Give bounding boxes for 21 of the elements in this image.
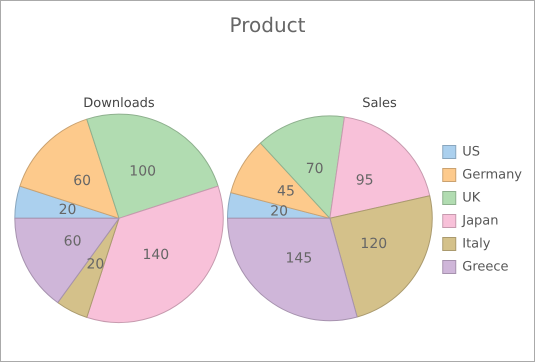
legend-label: Greece [462,259,509,274]
slice-label: Sales [362,96,398,112]
legend-label: Japan [461,213,499,228]
data-label: 45 [277,184,295,200]
data-label: 70 [306,161,324,178]
data-label: 60 [73,173,92,190]
data-label: 20 [86,256,104,272]
legend-label: Italy [462,236,491,252]
chart-title: Product [228,13,306,37]
data-label: 140 [142,246,170,263]
legend-label: US [462,144,480,160]
legend-label: UK [462,190,481,206]
data-label: 100 [129,164,156,180]
data-label: 20 [270,203,288,220]
data-label: 120 [360,236,388,252]
legend-label: Germany [462,167,522,182]
data-label: 60 [64,234,82,250]
slice-label: Downloads [83,96,155,112]
data-label: 95 [356,172,374,188]
data-label: 20 [58,202,76,218]
data-label: 145 [286,250,312,267]
